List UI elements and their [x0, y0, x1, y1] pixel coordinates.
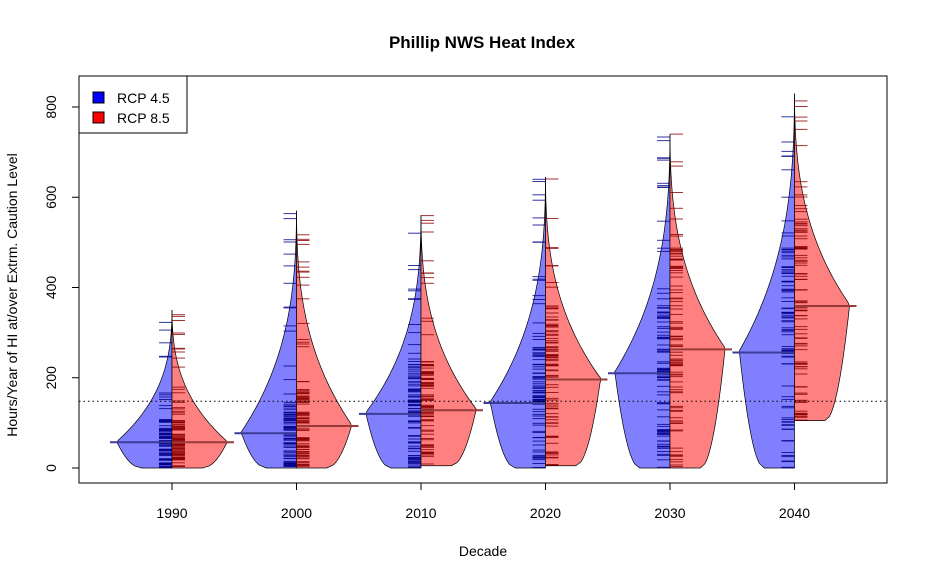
violin-rcp85-2020	[545, 176, 602, 467]
x-tick-label-2030: 2030	[654, 505, 685, 521]
bean-lines-rcp45-2020	[532, 178, 546, 468]
violin-rcp45-2010	[365, 215, 422, 469]
legend-swatch-rcp45	[92, 91, 105, 104]
violin-rcp85-2040	[794, 93, 850, 421]
x-tick-label-2000: 2000	[281, 505, 312, 521]
x-tick-label-2010: 2010	[405, 505, 436, 521]
violin-rcp45-2040	[738, 93, 795, 469]
violin-rcp45-2000	[240, 210, 297, 469]
bean-lines-rcp45-2010	[408, 232, 421, 468]
legend-swatch-rcp85	[92, 111, 105, 124]
bean-lines-rcp45-1990	[159, 321, 172, 469]
violin-rcp45-2020	[489, 176, 546, 469]
bean-lines-rcp45-2040	[781, 116, 795, 469]
bean-lines-rcp85-2000	[296, 234, 310, 467]
x-tick-label-2040: 2040	[779, 505, 810, 521]
legend-label-rcp85: RCP 8.5	[117, 110, 170, 126]
y-tick-label-200: 200	[43, 366, 59, 390]
bean-lines-rcp85-2040	[794, 100, 808, 421]
legend: RCP 4.5 RCP 8.5	[78, 75, 188, 134]
violin-rcp85-2030	[669, 134, 726, 469]
bean-lines-rcp85-1990	[172, 314, 185, 467]
bean-lines-rcp45-2000	[283, 213, 297, 467]
axis-layer: 1990 2000 2010 2020 2030 2040 0 200 400 600 800	[43, 95, 810, 521]
chart-title: Phillip NWS Heat Index	[389, 33, 576, 52]
y-tick-label-400: 400	[43, 276, 59, 300]
y-tick-label-0: 0	[43, 464, 59, 472]
legend-label-rcp45: RCP 4.5	[117, 90, 170, 106]
x-axis-label: Decade	[459, 543, 507, 559]
x-tick-label-2020: 2020	[530, 505, 561, 521]
x-tick-label-1990: 1990	[156, 505, 187, 521]
plot-layer	[79, 93, 887, 469]
bean-lines-rcp85-2030	[670, 133, 683, 468]
bean-lines-rcp45-2030	[657, 136, 670, 468]
bean-lines-rcp85-2020	[545, 178, 559, 466]
violin-rcp85-2010	[420, 215, 477, 467]
plot-frame	[78, 75, 888, 484]
violin-rcp45-2030	[614, 134, 671, 469]
y-tick-label-600: 600	[43, 185, 59, 209]
y-axis-label: Hours/Year of HI at/over Extrm. Caution …	[4, 153, 20, 437]
violin-rcp45-1990	[116, 310, 173, 469]
y-tick-label-800: 800	[43, 95, 59, 119]
